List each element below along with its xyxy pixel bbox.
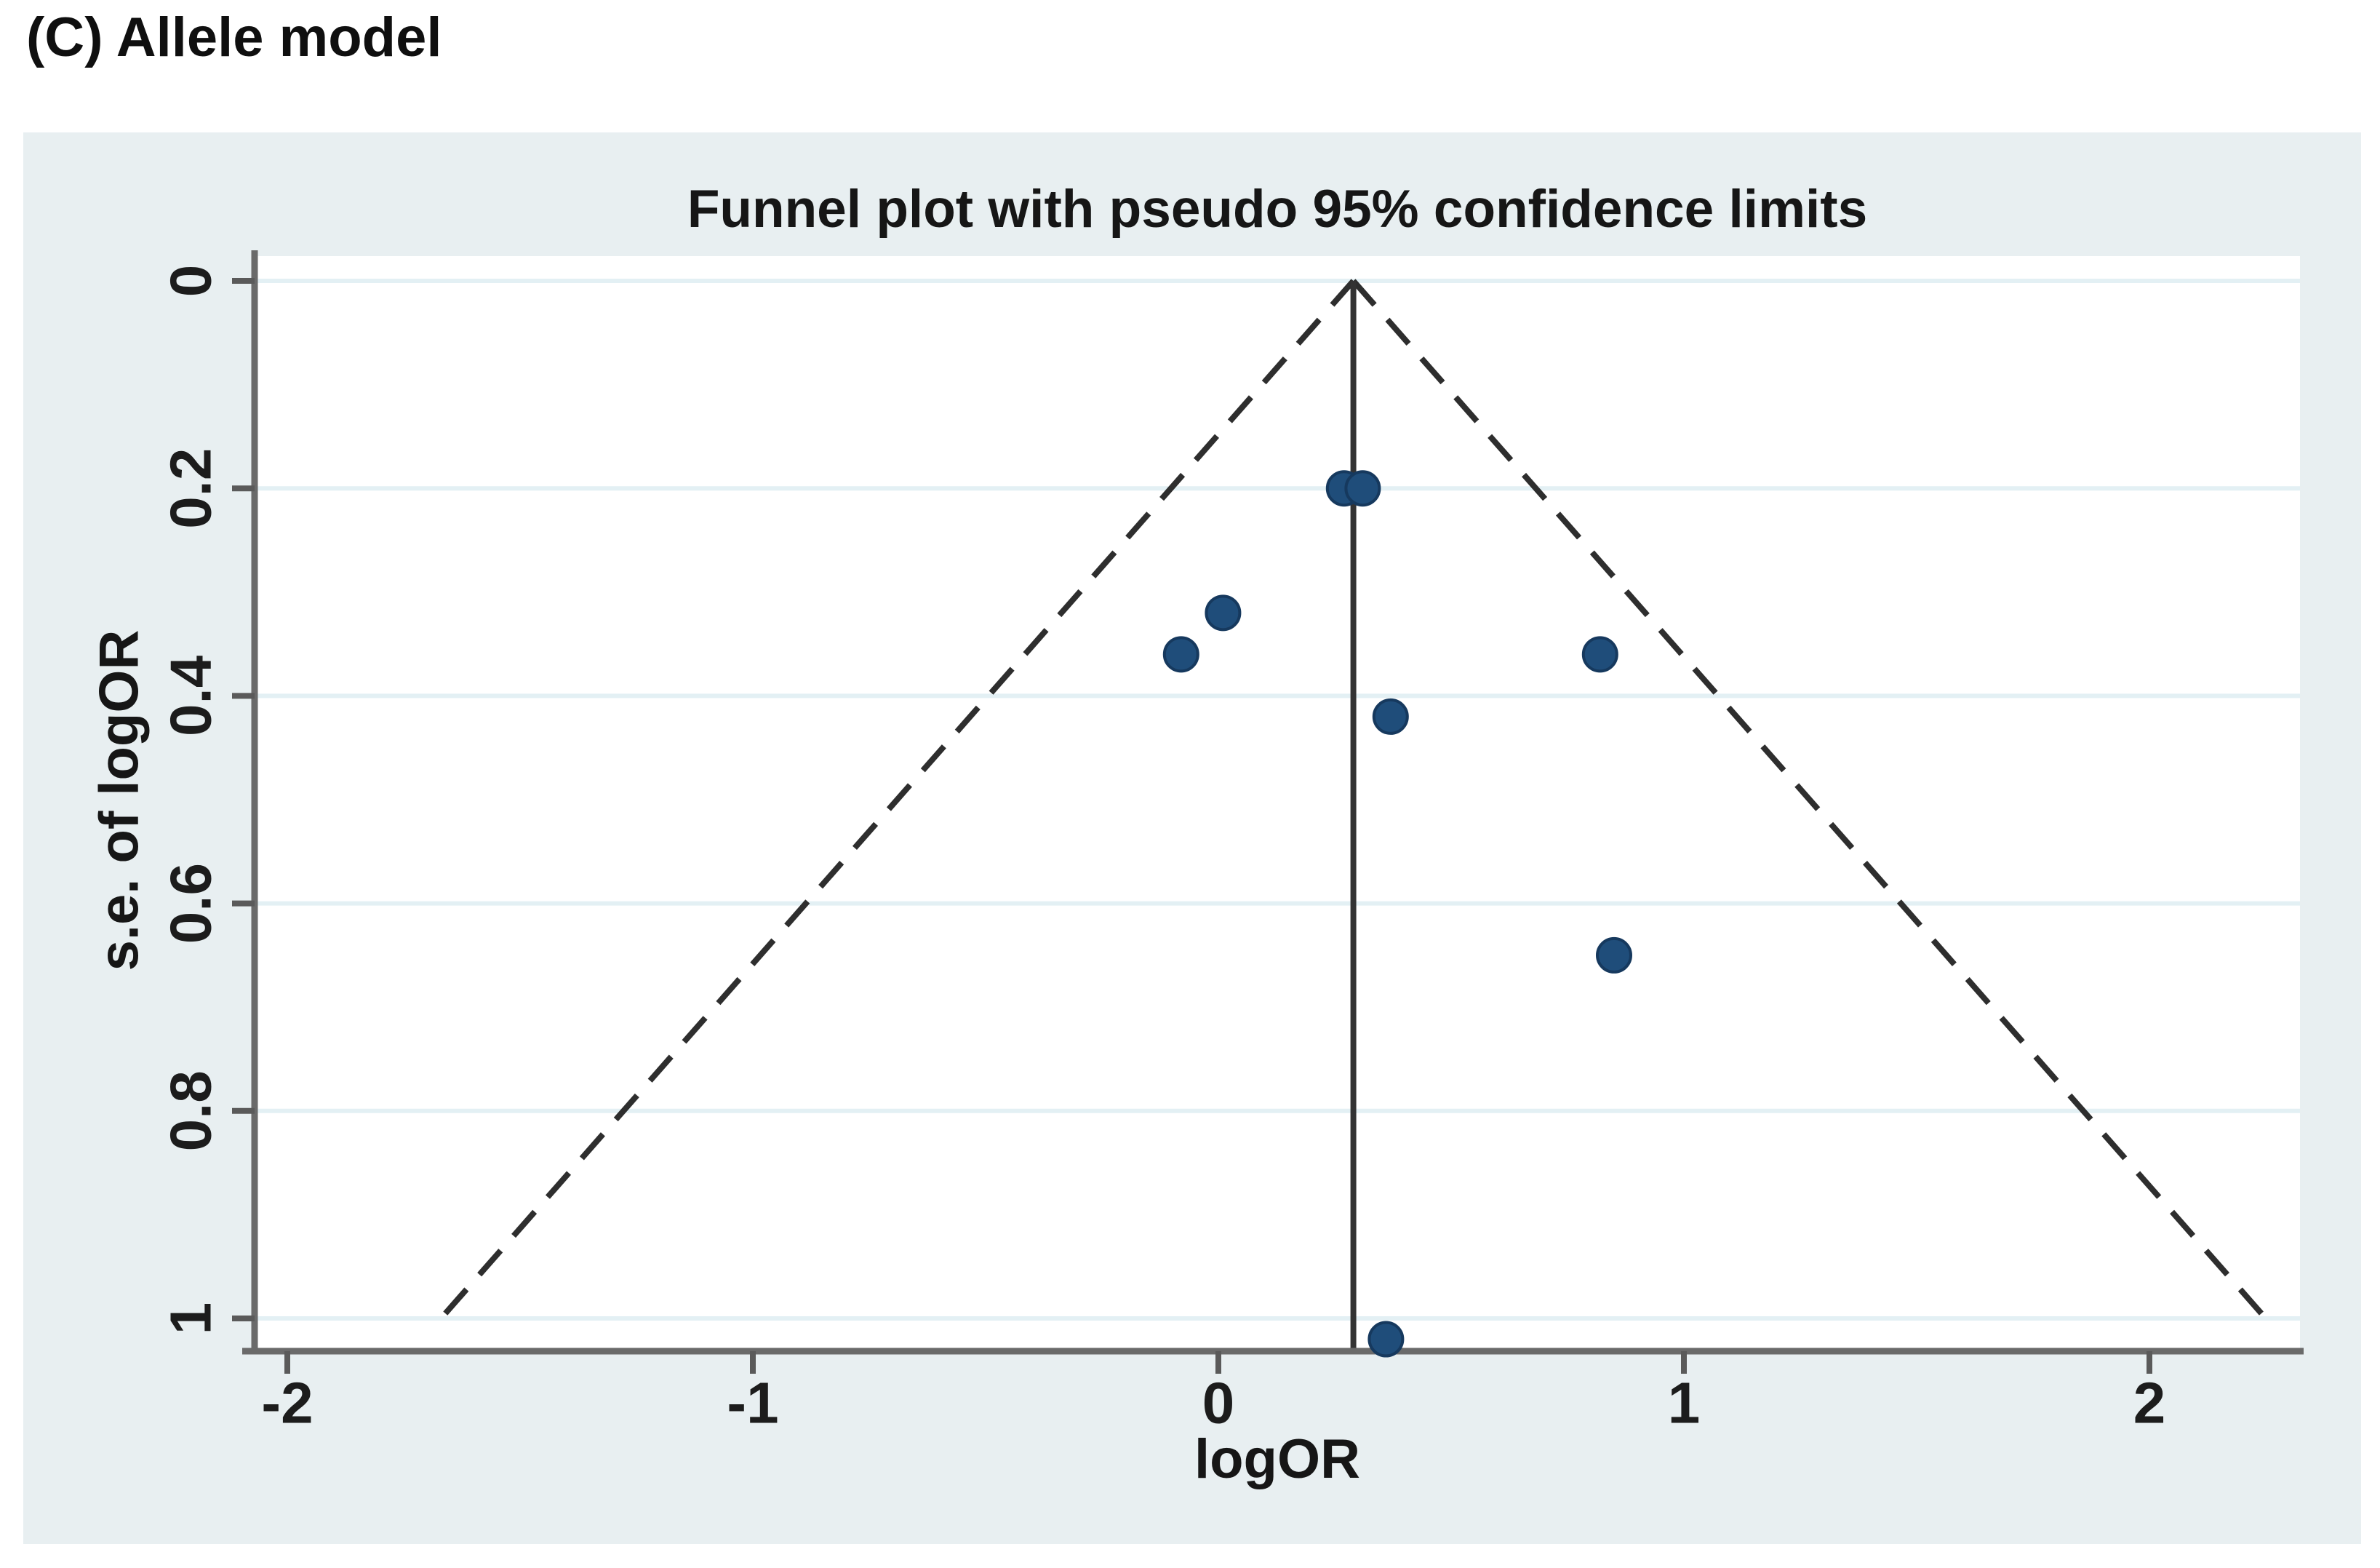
data-point xyxy=(1581,636,1618,673)
y-tick-label: 0.6 xyxy=(159,863,223,944)
x-axis-label: logOR xyxy=(1194,1428,1360,1490)
x-tick-label: 0 xyxy=(1202,1371,1235,1436)
y-axis-label: s.e. of logOR xyxy=(88,629,151,971)
y-tick-label: 0 xyxy=(159,265,223,298)
data-point xyxy=(1372,698,1409,735)
x-tick-label: 2 xyxy=(2133,1371,2166,1436)
chart-title: Funnel plot with pseudo 95% confidence l… xyxy=(687,180,1868,239)
data-point xyxy=(1344,470,1381,507)
data-point xyxy=(1367,1321,1405,1358)
ci-limit-left-line xyxy=(439,279,1356,1321)
x-tick-label: -2 xyxy=(261,1371,313,1436)
x-tick-label: -1 xyxy=(727,1371,778,1436)
y-tick-label: 0.8 xyxy=(159,1070,223,1151)
x-tick-label: 1 xyxy=(1668,1371,1701,1436)
data-point xyxy=(1596,936,1632,974)
data-point xyxy=(1205,594,1242,632)
y-tick-label: 0.4 xyxy=(159,655,223,736)
plot-area xyxy=(255,256,2300,1351)
figure-heading: (C) Allele model xyxy=(26,7,442,68)
data-point xyxy=(1162,636,1199,673)
ci-limit-right-line xyxy=(1351,279,2269,1321)
y-tick-label: 1 xyxy=(159,1302,223,1335)
y-tick-label: 0.2 xyxy=(159,448,223,529)
